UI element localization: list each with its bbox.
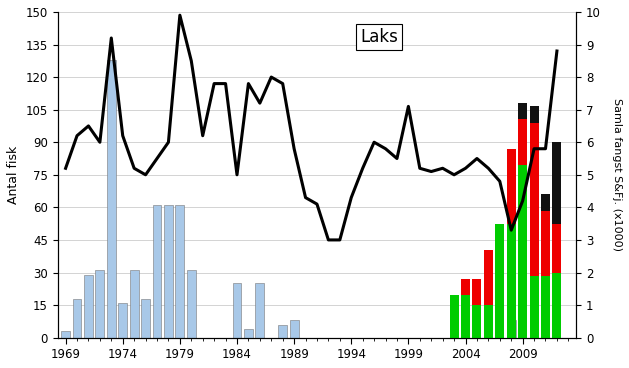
Y-axis label: Samla fangst S&Fj. (x1000): Samla fangst S&Fj. (x1000): [612, 98, 622, 251]
Bar: [541, 276, 550, 337]
Bar: [187, 270, 196, 337]
Bar: [484, 305, 493, 337]
Bar: [495, 224, 504, 337]
Y-axis label: Antal fisk: Antal fisk: [7, 146, 20, 204]
Bar: [244, 329, 253, 337]
Bar: [541, 210, 550, 276]
Bar: [541, 194, 550, 210]
Bar: [518, 120, 527, 165]
Bar: [72, 298, 82, 337]
Bar: [530, 123, 538, 276]
Bar: [61, 331, 70, 337]
Bar: [118, 303, 127, 337]
Bar: [552, 142, 561, 224]
Bar: [175, 205, 184, 337]
Bar: [461, 295, 470, 337]
Bar: [518, 103, 527, 120]
Bar: [107, 60, 116, 337]
Bar: [507, 224, 516, 337]
Bar: [530, 276, 538, 337]
Bar: [278, 325, 287, 337]
Bar: [530, 106, 538, 123]
Bar: [290, 320, 299, 337]
Text: Laks: Laks: [360, 28, 398, 46]
Bar: [233, 283, 242, 337]
Bar: [153, 205, 162, 337]
Bar: [96, 270, 104, 337]
Bar: [507, 320, 516, 337]
Bar: [141, 298, 150, 337]
Bar: [552, 272, 561, 337]
Bar: [450, 295, 459, 337]
Bar: [130, 270, 138, 337]
Bar: [484, 250, 493, 305]
Bar: [84, 275, 93, 337]
Bar: [552, 224, 561, 272]
Bar: [507, 149, 516, 224]
Bar: [518, 165, 527, 337]
Bar: [255, 283, 264, 337]
Bar: [472, 305, 481, 337]
Bar: [472, 279, 481, 305]
Bar: [164, 205, 173, 337]
Bar: [461, 279, 470, 295]
